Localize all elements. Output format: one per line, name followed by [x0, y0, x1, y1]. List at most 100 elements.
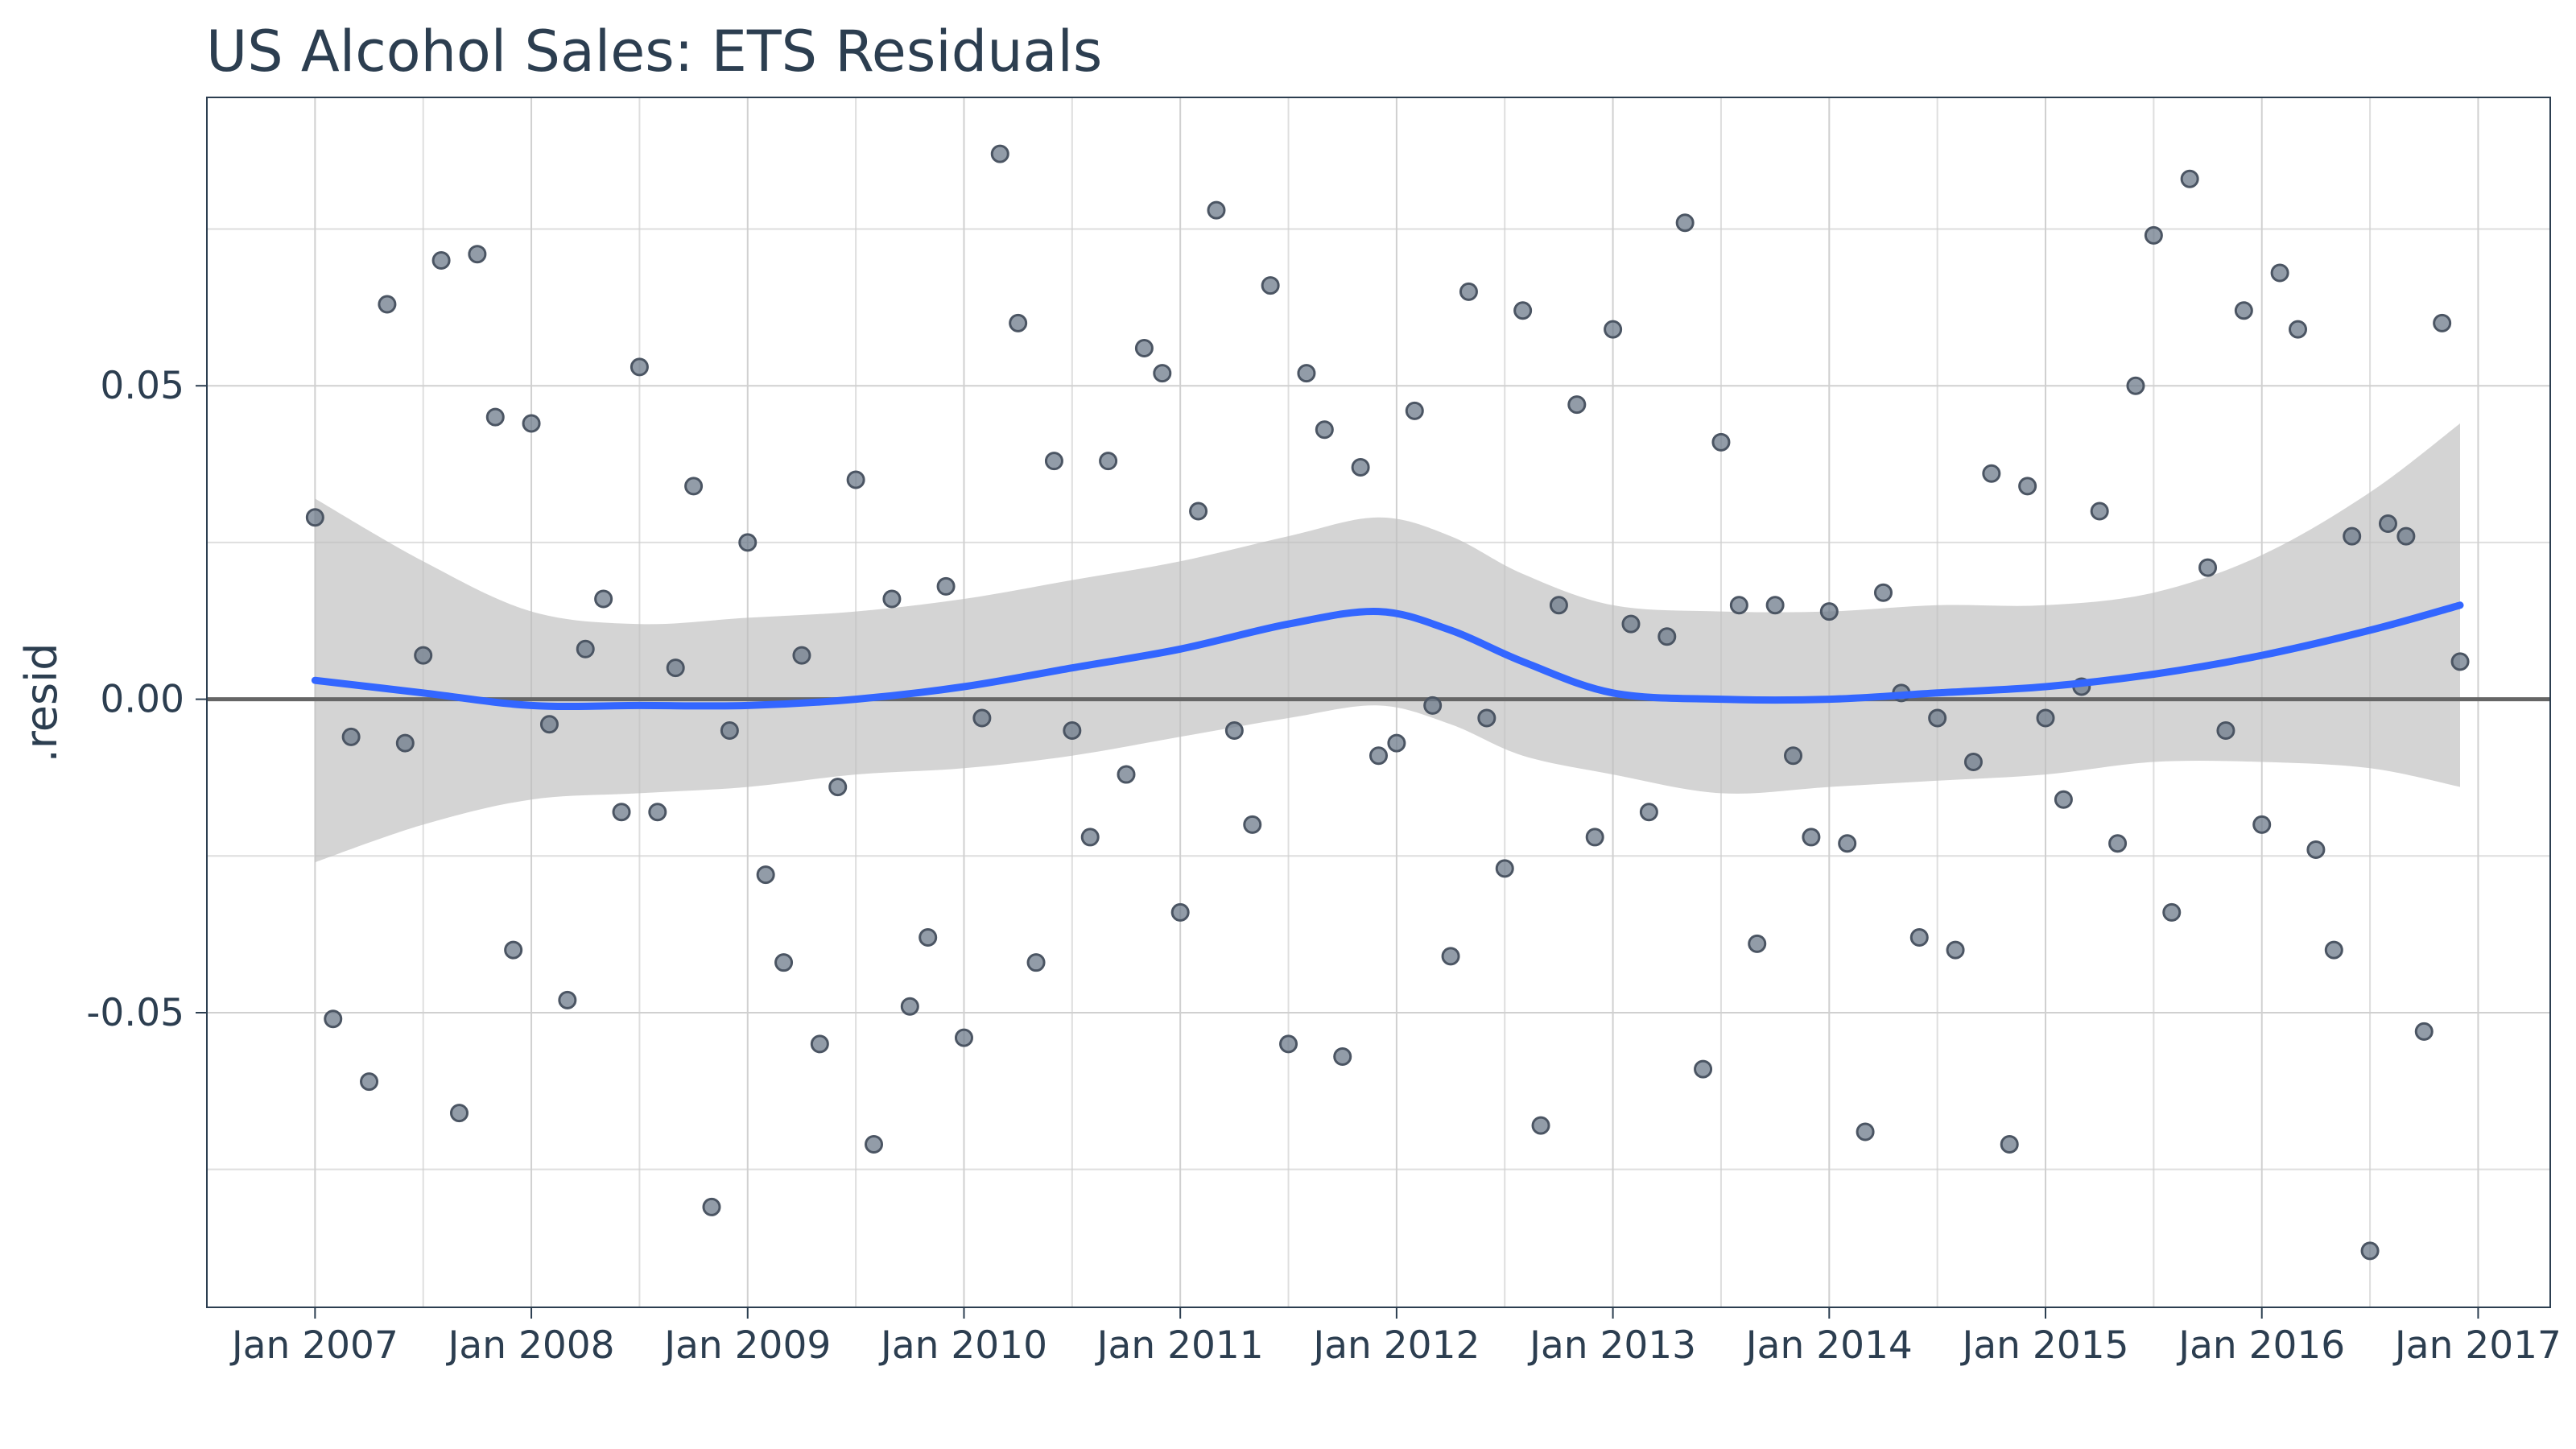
residual-point [1873, 583, 1893, 602]
residual-point [378, 295, 397, 314]
residual-point [558, 990, 577, 1009]
residual-point [2450, 652, 2470, 671]
residual-point [1080, 828, 1100, 847]
x-tick-label: Jan 2010 [878, 1323, 1047, 1368]
confidence-ribbon-layer [315, 423, 2461, 863]
residual-point [1567, 395, 1587, 415]
residual-point [846, 470, 865, 489]
residual-point [1405, 401, 1424, 420]
residual-point [1495, 859, 1514, 878]
confidence-ribbon [315, 423, 2461, 863]
residual-point [2108, 834, 2128, 853]
residual-point [1819, 602, 1839, 621]
residual-point [539, 715, 559, 734]
residual-point [2216, 721, 2235, 741]
chart-title: US Alcohol Sales: ETS Residuals [206, 19, 1102, 85]
residual-point [1224, 721, 1244, 741]
residual-point [1423, 696, 1443, 715]
residual-point [2018, 477, 2037, 496]
residual-point [936, 576, 956, 596]
residual-point [2234, 301, 2253, 320]
residual-point [702, 1197, 721, 1216]
x-tick-label: Jan 2015 [1960, 1323, 2129, 1368]
residual-point [612, 803, 631, 822]
residual-point [828, 778, 848, 797]
residual-point [2306, 840, 2326, 860]
y-tick-label: 0.00 [100, 678, 184, 722]
residual-point [1694, 1059, 1713, 1079]
residual-point [1856, 1122, 1875, 1141]
residual-point [2324, 940, 2343, 960]
y-tick-label: 0.05 [100, 364, 184, 408]
residual-point [2162, 902, 2182, 922]
x-tick-label: Jan 2013 [1527, 1323, 1696, 1368]
residual-point [1711, 432, 1731, 452]
residual-point [900, 997, 919, 1016]
residual-point [756, 865, 775, 885]
residual-point [2270, 263, 2289, 283]
residual-point [1585, 828, 1604, 847]
residual-point [1153, 364, 1172, 383]
x-tick-label: Jan 2011 [1095, 1323, 1264, 1368]
residual-point [2000, 1135, 2019, 1154]
residual-point [2054, 790, 2073, 809]
x-axis: Jan 2007 Jan 2008 Jan 2009 Jan 2010 Jan 2011… [229, 1307, 2562, 1368]
residual-point [1387, 733, 1406, 753]
residual-point [2360, 1241, 2380, 1261]
residual-point [792, 646, 811, 665]
residual-point [1026, 953, 1046, 972]
residual-point [1675, 213, 1695, 233]
y-axis: -0.05 0.00 0.05 [86, 364, 207, 1035]
residual-points [305, 144, 2470, 1261]
residual-point [1513, 301, 1533, 320]
residual-point [1009, 313, 1028, 332]
residual-point [1765, 596, 1785, 615]
residual-point [1784, 746, 1803, 766]
residual-point [1243, 815, 1262, 834]
x-tick-label: Jan 2009 [662, 1323, 831, 1368]
residual-point [882, 589, 902, 609]
residual-point [1928, 708, 1947, 728]
residual-point [1982, 464, 2001, 483]
residual-point [2036, 708, 2055, 728]
residual-point [972, 708, 992, 728]
residual-point [1802, 828, 1821, 847]
residual-point [1315, 420, 1334, 440]
residual-point [468, 245, 487, 264]
residual-point [954, 1028, 973, 1047]
x-tick-label: Jan 2014 [1744, 1323, 1913, 1368]
residual-point [738, 533, 758, 552]
residual-point [1531, 1116, 1550, 1135]
residual-point [1639, 803, 1658, 822]
residual-point [1044, 452, 1063, 471]
residual-point [324, 1009, 343, 1029]
residual-point [504, 940, 523, 960]
residual-point [1261, 276, 1280, 295]
residual-point [1729, 596, 1748, 615]
residual-point [1657, 627, 1677, 646]
residual-point [1134, 339, 1154, 358]
residual-point [305, 508, 324, 527]
residual-point [720, 721, 739, 741]
residual-point [666, 658, 685, 678]
residual-point [2396, 526, 2416, 546]
residual-point [1477, 708, 1496, 728]
residual-point [2414, 1022, 2434, 1041]
residual-point [1351, 457, 1370, 477]
residual-point [576, 639, 595, 658]
residual-point [648, 803, 667, 822]
panel-border [206, 97, 2551, 1308]
residual-point [1459, 282, 1478, 301]
residual-point [1117, 765, 1136, 784]
residual-point [1604, 320, 1623, 339]
residual-point [1441, 947, 1460, 966]
residual-point [449, 1104, 469, 1123]
residual-point [2144, 225, 2163, 245]
residual-point [865, 1135, 884, 1154]
residual-point [360, 1072, 379, 1092]
residual-point [2433, 313, 2452, 332]
residual-point [1333, 1046, 1352, 1066]
x-tick-label: Jan 2007 [229, 1323, 398, 1368]
y-tick-label: -0.05 [86, 991, 184, 1035]
residual-point [2343, 526, 2362, 546]
